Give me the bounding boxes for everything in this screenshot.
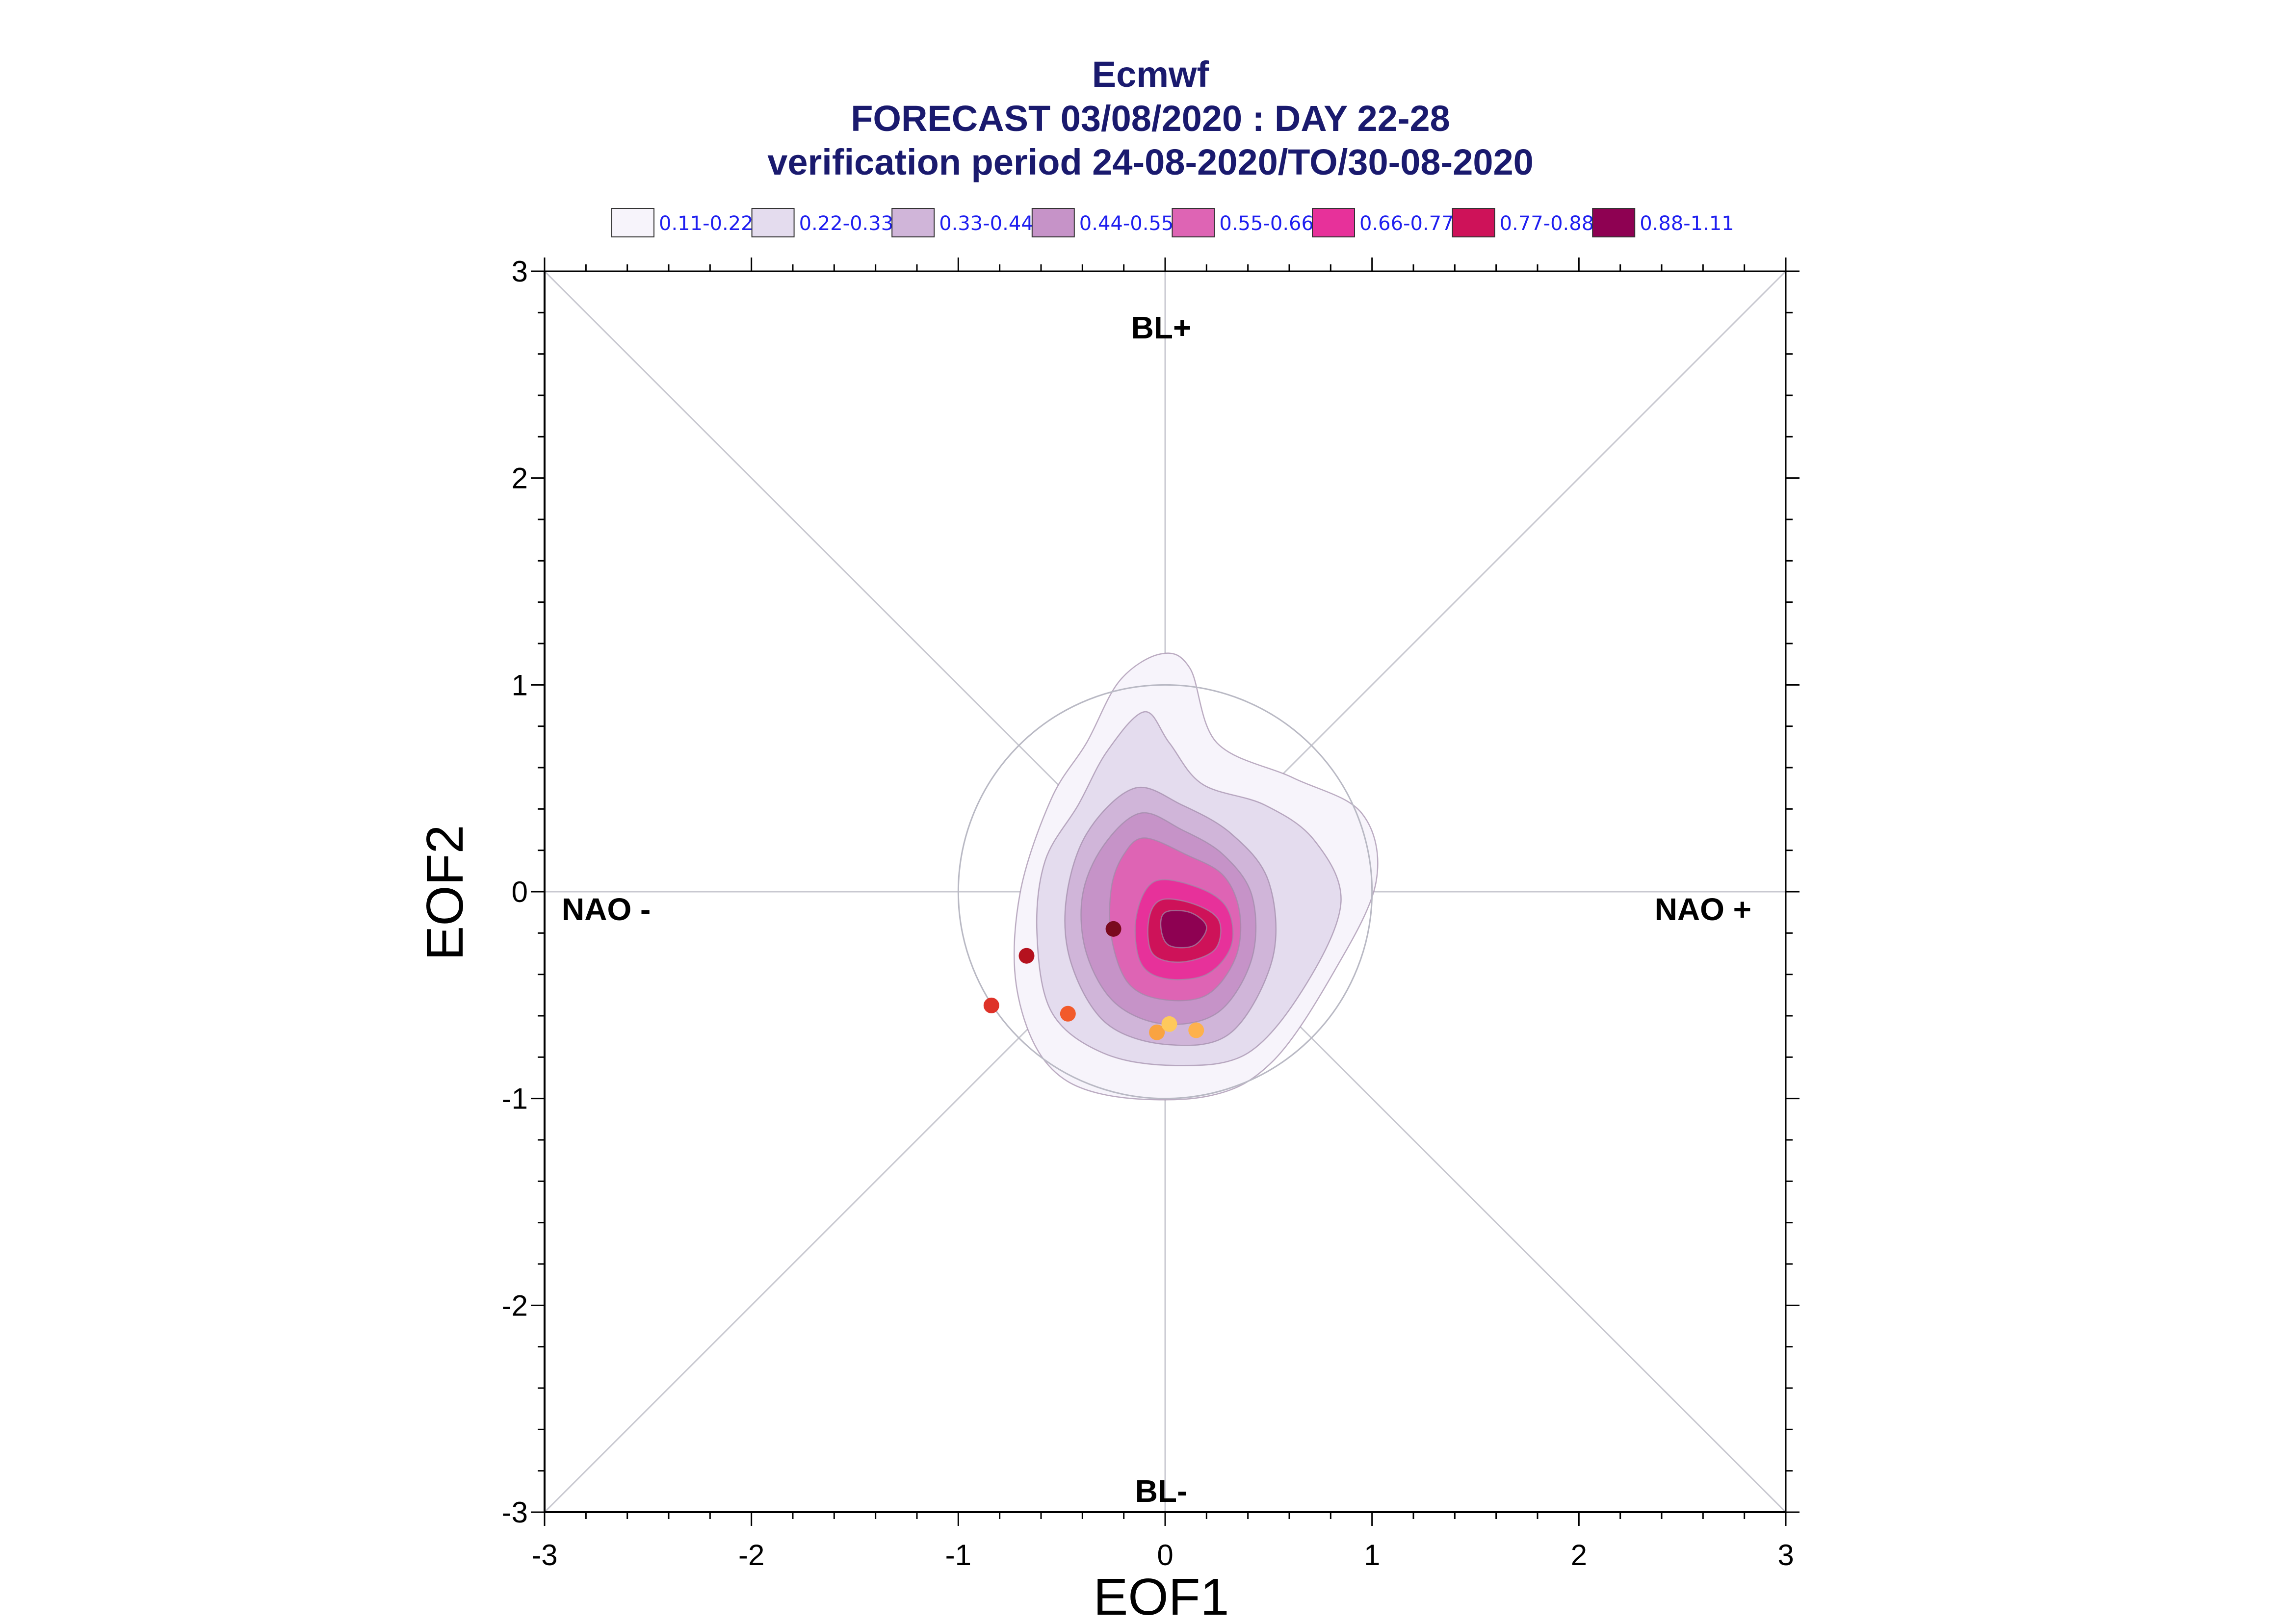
legend-label: 0.11-0.22 [659,212,754,235]
forecast-point [1105,921,1121,937]
x-tick-label: 2 [1571,1539,1587,1572]
legend-label: 0.33-0.44 [939,212,1034,235]
chart-title: Ecmwf [1092,54,1209,95]
y-tick-label: -3 [502,1496,528,1529]
legend-swatch [1312,208,1355,237]
density-contours [1013,652,1379,1101]
x-axis-title: EOF1 [1094,1568,1229,1624]
y-tick-label: 1 [512,669,528,701]
y-tick-label: 0 [512,876,528,908]
y-axis-title: EOF2 [416,825,474,961]
x-tick-label: 1 [1364,1539,1380,1572]
legend-swatch [1172,208,1215,237]
legend-label: 0.77-0.88 [1500,212,1594,235]
legend-swatch [751,208,795,237]
legend-label: 0.44-0.55 [1079,212,1174,235]
density-contour-8 [1160,909,1207,949]
chart-subtitle-forecast: FORECAST 03/08/2020 : DAY 22-28 [851,98,1450,139]
plot-area: -3 -2 -1 0 1 2 3 3 2 1 0 -1 -2 -3 [502,255,1799,1572]
y-tick-label: 2 [512,462,528,495]
forecast-point [1188,1022,1204,1038]
y-tick-label: -2 [502,1289,528,1322]
y-tick-label: 3 [512,255,528,288]
chart-subtitle-verification: verification period 24-08-2020/TO/30-08-… [767,142,1534,182]
legend-swatch [1031,208,1075,237]
annotation-bl-minus: BL- [1135,1473,1188,1509]
legend-label: 0.66-0.77 [1359,212,1454,235]
forecast-point [983,997,999,1013]
y-tick-label: -1 [502,1083,528,1115]
forecast-points [983,921,1204,1040]
legend-label: 0.22-0.33 [799,212,894,235]
legend-swatch [611,208,654,237]
x-tick-label: 0 [1157,1539,1173,1572]
forecast-point [1149,1024,1165,1040]
legend-swatch [891,208,935,237]
x-tick-label: -1 [945,1539,971,1572]
legend: 0.11-0.22 0.22-0.33 0.33-0.44 0.44-0.55 0.55… [611,208,1734,237]
legend-label: 0.88-1.11 [1640,212,1734,235]
forecast-point [1018,948,1035,964]
forecast-point [1060,1005,1076,1022]
annotation-nao-minus: NAO - [562,892,651,927]
annotation-nao-plus: NAO + [1655,892,1751,927]
x-tick-label: -2 [738,1539,764,1572]
legend-swatch [1452,208,1495,237]
reference-circle [957,684,1373,1100]
annotation-bl-plus: BL+ [1131,310,1192,345]
axis-ticks: -3 -2 -1 0 1 2 3 3 2 1 0 -1 -2 -3 [502,255,1799,1572]
legend-swatch [1592,208,1636,237]
legend-label: 0.55-0.66 [1219,212,1314,235]
x-tick-label: 3 [1777,1539,1794,1572]
x-tick-label: -3 [531,1539,557,1572]
forecast-point [1161,1016,1177,1032]
